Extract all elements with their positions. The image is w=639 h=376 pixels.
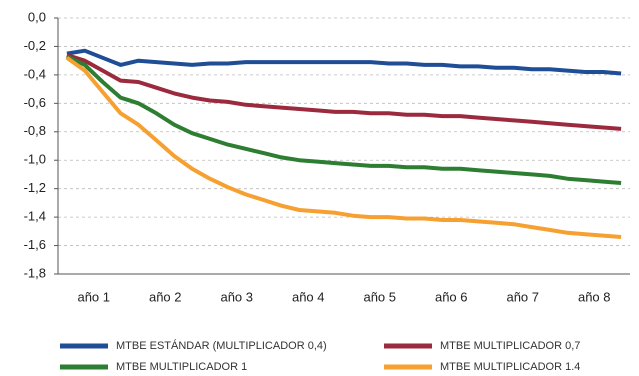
x-tick-label: año 1	[77, 289, 110, 304]
y-tick-label: -0,8	[24, 123, 46, 138]
series-line	[66, 48, 622, 76]
y-tick-label: -1,6	[24, 237, 46, 252]
series-line	[65, 56, 622, 239]
x-tick-label: año 4	[292, 289, 325, 304]
y-tick-label: -0,6	[24, 95, 46, 110]
y-tick-label: -1,8	[24, 265, 46, 280]
legend-text: MTBE MULTIPLICADOR 1	[116, 361, 247, 373]
y-tick-label: -1,0	[24, 152, 46, 167]
x-tick-label: año 7	[506, 289, 539, 304]
y-tick-label: -0,4	[24, 66, 46, 81]
x-tick-label: año 3	[220, 289, 253, 304]
x-tick-label: año 5	[363, 289, 396, 304]
legend-text: MTBE ESTÁNDAR (MULTIPLICADOR 0,4)	[116, 339, 327, 352]
series-line	[66, 54, 622, 185]
x-tick-label: año 2	[149, 289, 182, 304]
legend-text: MTBE MULTIPLICADOR 1.4	[440, 361, 580, 373]
y-tick-label: -1,4	[24, 209, 46, 224]
series-line	[66, 53, 622, 131]
y-tick-label: -0,2	[24, 38, 46, 53]
x-tick-label: año 8	[578, 289, 611, 304]
legend-text: MTBE MULTIPLICADOR 0,7	[440, 340, 580, 352]
x-tick-label: año 6	[435, 289, 468, 304]
y-tick-label: -1,2	[24, 180, 46, 195]
y-tick-label: 0,0	[28, 9, 46, 24]
